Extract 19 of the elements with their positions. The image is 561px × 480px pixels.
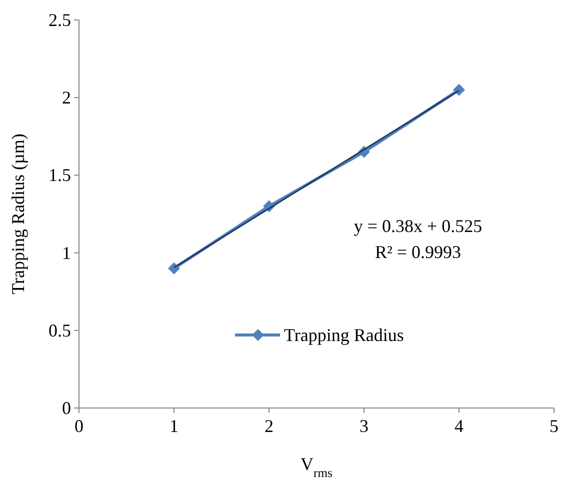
annotation: R² = 0.9993 bbox=[374, 242, 462, 262]
annotation: y = 0.38x + 0.525 bbox=[354, 216, 482, 236]
x-tick-label: 2 bbox=[264, 416, 274, 436]
y-axis-title: Trapping Radius (µm) bbox=[8, 134, 28, 294]
y-tick-label: 0.5 bbox=[48, 320, 71, 340]
x-tick-label: 0 bbox=[74, 416, 84, 436]
y-tick-label: 0 bbox=[62, 398, 71, 418]
x-tick-label: 5 bbox=[550, 416, 558, 436]
x-axis-title: V$_{rms}$ bbox=[300, 454, 333, 480]
y-tick-label: 1 bbox=[62, 242, 71, 263]
point bbox=[453, 84, 465, 96]
y-tick-label: 1.5 bbox=[48, 165, 71, 186]
x-tick-label: 1 bbox=[170, 416, 178, 436]
legend-label: Trapping Radius bbox=[284, 325, 404, 345]
y-tick-label: 2 bbox=[62, 88, 71, 108]
point bbox=[168, 262, 180, 274]
x-tick-label: 4 bbox=[454, 416, 464, 436]
y-tick-label: 2.5 bbox=[48, 10, 71, 30]
x-tick-label: 3 bbox=[360, 416, 368, 436]
